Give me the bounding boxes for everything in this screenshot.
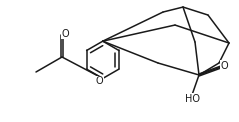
Text: O: O [221, 61, 228, 71]
Text: O: O [95, 76, 103, 86]
Text: O: O [61, 29, 69, 39]
Text: HO: HO [185, 94, 200, 104]
